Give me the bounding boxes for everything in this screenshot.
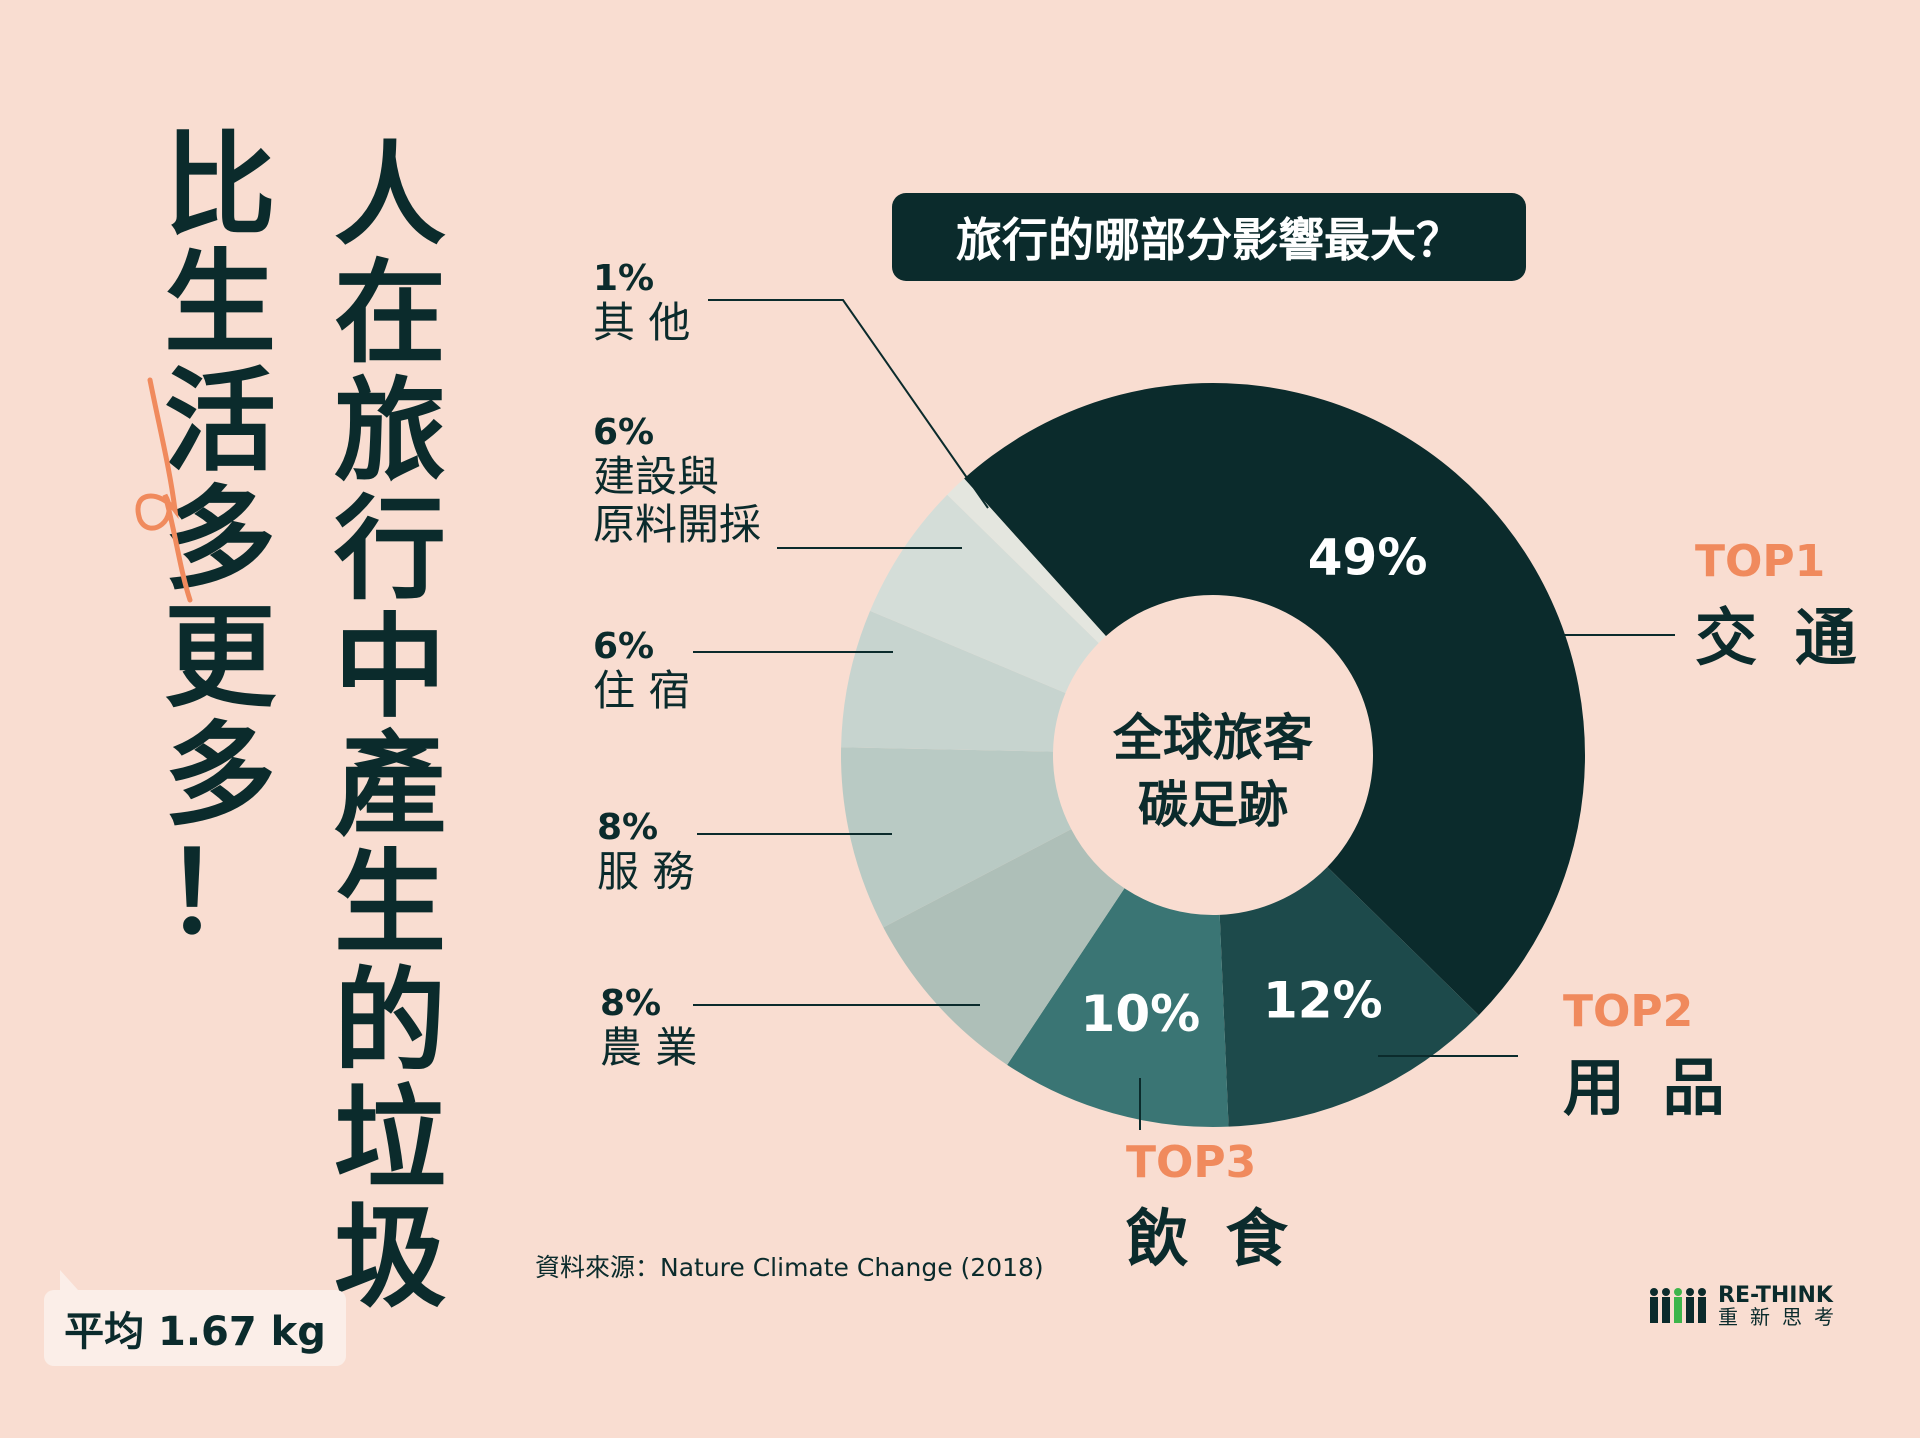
rethink-logo: RE-THINK 重新思考 [1648, 1285, 1846, 1327]
headline-char: 旅 [334, 367, 446, 497]
headline-char: 更 [164, 593, 276, 723]
headline-char: 圾 [334, 1193, 446, 1323]
value-label-agriculture: 8% [600, 983, 662, 1024]
top1-name: 交 通 [1695, 601, 1865, 674]
slice-transport [964, 383, 1585, 1016]
value-label-construction: 6% [593, 412, 655, 453]
people-icon [1650, 1288, 1706, 1323]
category-label-agriculture: 8% 農 業 [600, 983, 697, 1072]
value-label-lodging: 6% [593, 626, 655, 667]
chart-question-banner: 旅行的哪部分影響最大？ [892, 193, 1526, 281]
headline-char: ！ [164, 829, 276, 959]
category-name-construction: 建設與 原料開採 [593, 452, 762, 550]
slice-construction [870, 494, 1099, 693]
headline-char: 人 [334, 131, 446, 261]
slice-food [1007, 888, 1229, 1128]
top1-rank: TOP1 [1695, 536, 1826, 587]
headline-column-1: 人在旅行中產生的垃圾 [330, 140, 450, 1320]
headline-char: 生 [164, 239, 276, 369]
headline-char: 生 [334, 839, 446, 969]
headline-char: 產 [334, 721, 446, 851]
headline-char: 垃 [334, 1075, 446, 1205]
category-label-construction: 6% 建設與 原料開採 [593, 412, 761, 550]
scribble-decoration [135, 377, 193, 603]
leader-line-other [708, 299, 989, 509]
category-name-lodging: 住 宿 [593, 666, 691, 715]
logo-text-en: RE-THINK [1718, 1283, 1833, 1308]
top3-label: TOP3 飲 食 [1126, 1137, 1296, 1278]
headline-char: 比 [164, 121, 276, 251]
value-label-services: 8% [597, 807, 659, 848]
top2-rank: TOP2 [1563, 986, 1694, 1037]
source-citation: 資料來源：Nature Climate Change (2018) [535, 1253, 1044, 1282]
value-label-transport: 49% [1308, 529, 1428, 587]
top2-name: 用 品 [1563, 1051, 1733, 1124]
headline-char: 中 [334, 603, 446, 733]
slice-lodging [841, 610, 1066, 752]
category-label-lodging: 6% 住 宿 [593, 626, 690, 715]
headline-column-2: 比生活多更多！ [160, 130, 280, 956]
top3-name: 飲 食 [1126, 1202, 1296, 1275]
headline-char: 行 [334, 485, 446, 615]
headline-char: 活 [164, 357, 276, 487]
headline-char: 的 [334, 957, 446, 1087]
logo-text-zh: 重新思考 [1718, 1305, 1846, 1329]
category-name-services: 服 務 [597, 847, 695, 896]
value-label-goods: 12% [1263, 972, 1383, 1030]
slice-services [841, 747, 1072, 928]
top3-rank: TOP3 [1126, 1137, 1257, 1188]
category-name-agriculture: 農 業 [600, 1023, 698, 1072]
slice-goods [1219, 866, 1479, 1127]
top1-label: TOP1 交 通 [1695, 536, 1865, 677]
category-label-other: 1% 其 他 [593, 258, 690, 347]
headline-char: 在 [334, 249, 446, 379]
headline-char: 多 [164, 711, 276, 841]
value-label-other: 1% [593, 258, 655, 299]
average-badge: 平均 1.67 kg [44, 1270, 346, 1366]
value-label-food: 10% [1081, 985, 1201, 1043]
center-label-line-1: 全球旅客 [1112, 709, 1313, 767]
center-label-line-2: 碳足跡 [1138, 776, 1288, 834]
top2-label: TOP2 用 品 [1563, 986, 1733, 1127]
category-label-services: 8% 服 務 [597, 807, 694, 896]
category-name-other: 其 他 [593, 298, 691, 347]
slice-other [947, 478, 1106, 644]
